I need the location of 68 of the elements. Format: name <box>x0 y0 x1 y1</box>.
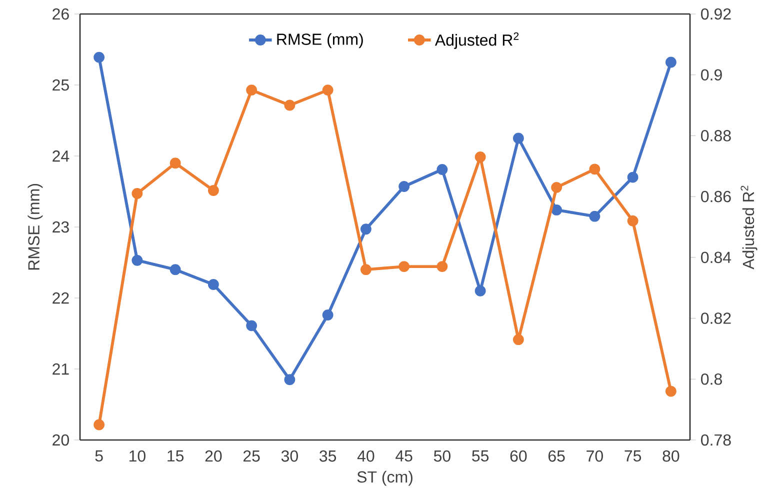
point <box>170 158 181 169</box>
point <box>589 210 600 222</box>
x-tick-label: 35 <box>320 450 336 462</box>
point <box>474 285 486 296</box>
point <box>322 84 334 96</box>
y2-tick-label: 0.86 <box>701 190 731 202</box>
point <box>284 374 296 386</box>
point <box>474 152 486 162</box>
x-tick-label: 30 <box>281 450 298 462</box>
point <box>665 386 676 397</box>
point <box>436 261 448 272</box>
point <box>94 419 105 430</box>
x-tick-label: 80 <box>662 450 680 462</box>
point <box>551 182 562 193</box>
y2-tick-label: 0.8 <box>701 373 722 385</box>
point <box>132 254 143 266</box>
x-tick-label: 20 <box>205 450 222 462</box>
x-tick-label: 60 <box>510 450 527 462</box>
point <box>360 224 372 235</box>
y-tick-label: 23 <box>52 221 69 233</box>
point <box>589 164 600 175</box>
y2-tick-label: 0.9 <box>701 69 722 81</box>
y-tick-label: 26 <box>52 8 69 20</box>
x-tick-label: 25 <box>243 450 260 462</box>
point <box>94 52 105 63</box>
y-axis-title: RMSE (mm) <box>28 184 43 270</box>
point <box>512 132 524 144</box>
point <box>398 181 410 192</box>
x-tick-label: 65 <box>548 450 565 462</box>
point <box>551 204 562 216</box>
x-tick-label: 45 <box>396 450 412 462</box>
point <box>284 100 296 111</box>
point <box>627 172 638 183</box>
point <box>170 264 181 276</box>
point <box>132 188 143 199</box>
y-tick-label: 24 <box>52 150 70 162</box>
point <box>322 310 334 320</box>
y2-tick-label: 0.88 <box>701 130 731 142</box>
point <box>208 185 219 196</box>
y2-tick-label: 0.82 <box>701 312 731 324</box>
x-tick-label: 40 <box>357 450 374 462</box>
x-tick-label: 75 <box>624 450 642 462</box>
point <box>398 261 410 272</box>
y2-tick-label: 0.92 <box>701 8 731 20</box>
x-tick-label: 55 <box>472 450 489 462</box>
x-tick-label: 70 <box>586 450 603 462</box>
point <box>436 164 448 175</box>
legend-label: RMSE (mm) <box>277 33 363 48</box>
y-tick-label: 22 <box>52 292 69 304</box>
legend-label: Adjusted R$^{2}$ <box>434 32 519 49</box>
y-tick-label: 20 <box>52 434 69 446</box>
point <box>208 279 219 290</box>
y2-axis-title: Adjusted R$^{2}$ <box>740 186 758 270</box>
y-tick-label: 25 <box>52 79 69 91</box>
x-axis-title: ST (cm) <box>357 470 412 486</box>
y2-tick-label: 0.78 <box>701 434 731 446</box>
y-tick-label: 21 <box>52 363 69 375</box>
point <box>246 84 258 96</box>
x-tick-label: 10 <box>130 450 146 462</box>
y2-tick-label: 0.84 <box>701 252 732 264</box>
point <box>665 56 676 68</box>
x-tick-label: 15 <box>168 450 184 462</box>
point <box>246 320 258 332</box>
point <box>512 334 524 346</box>
x-tick-label: 5 <box>95 450 103 462</box>
x-tick-label: 50 <box>434 450 450 462</box>
point <box>360 264 372 276</box>
point <box>627 215 638 226</box>
